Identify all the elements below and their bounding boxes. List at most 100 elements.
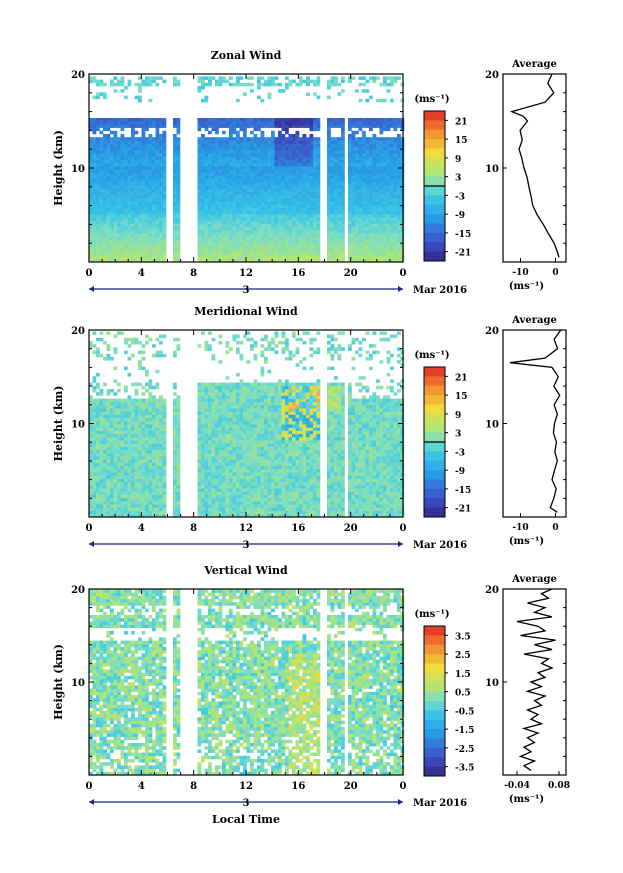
heatmap-cell [173,159,177,164]
heatmap-cell [99,153,104,157]
heatmap-cell [390,166,394,170]
heatmap-cell [292,156,296,160]
heatmap-cell [355,172,359,176]
heatmap-cell [390,242,394,247]
heatmap-cell [355,252,359,256]
heatmap-cell [372,150,377,154]
heatmap-cell [99,140,104,144]
heatmap-cell [218,201,223,205]
heatmap-cell [117,494,121,499]
heatmap-cell [257,169,261,173]
heatmap-cell [358,258,363,263]
heatmap-cell [393,246,398,250]
heatmap-cell [316,162,321,167]
heatmap-cell [222,188,226,192]
heatmap-cell [162,223,167,228]
heatmap-cell [239,127,244,132]
heatmap-cell [337,258,342,263]
heatmap-cell [117,433,121,438]
heatmap-cell [204,194,209,199]
heatmap-cell [159,417,163,422]
heatmap-cell [134,430,139,435]
heatmap-cell [127,453,132,457]
heatmap-cell [201,169,205,173]
heatmap-cell [334,137,338,141]
heatmap-cell [292,204,296,208]
heatmap-cell [117,488,121,492]
heatmap-cell [362,246,366,250]
heatmap-cell [173,501,177,505]
heatmap-cell [372,207,377,212]
heatmap-cell [246,239,251,244]
heatmap-cell [295,249,300,253]
heatmap-cell [120,465,125,470]
heatmap-cell [197,249,202,253]
heatmap-cell [138,398,142,403]
heatmap-cell [295,230,300,234]
heatmap-cell [313,207,317,212]
heatmap-cell [278,146,282,151]
heatmap-cell [211,255,216,260]
heatmap-cell [232,226,237,231]
heatmap-cell [288,156,293,160]
heatmap-cell [316,159,321,164]
heatmap-cell [96,150,100,154]
heatmap-cell [96,182,100,186]
heatmap-cell [152,246,156,250]
heatmap-cell [372,204,377,208]
heatmap-cell [117,389,121,393]
heatmap-cell [327,175,331,180]
heatmap-cell [211,217,216,221]
heatmap-cell [176,462,181,467]
heatmap-cell [365,166,370,170]
heatmap-cell [285,140,289,144]
heatmap-cell [138,223,142,228]
heatmap-cell [204,249,209,253]
heatmap-cell [124,204,128,208]
heatmap-cell [278,178,282,183]
heatmap-cell [138,360,142,364]
heatmap-cell [250,220,254,224]
heatmap-cell [208,497,212,502]
heatmap-cell [369,198,373,202]
heatmap-cell [106,494,111,499]
heatmap-cell [225,207,230,212]
heatmap-cell [232,169,237,173]
heatmap-cell [197,137,202,141]
heatmap-cell [152,191,156,196]
heatmap-cell [155,446,160,451]
heatmap-cell [250,118,254,122]
heatmap-cell [127,401,132,406]
heatmap-cell [348,76,352,80]
heatmap-cell [197,198,202,202]
heatmap-cell [103,140,107,144]
heatmap-cell [267,201,272,205]
heatmap-cell [208,185,212,189]
heatmap-cell [124,226,128,231]
heatmap-cell [299,198,303,202]
heatmap-cell [173,427,177,431]
heatmap-cell [208,217,212,221]
heatmap-cell [99,456,104,460]
heatmap-cell [103,236,107,240]
heatmap-cell [145,494,149,499]
heatmap-cell [383,82,387,87]
heatmap-cell [309,137,314,141]
heatmap-cell [285,255,289,260]
heatmap-cell [288,169,293,173]
heatmap-cell [148,82,153,87]
heatmap-cell [379,223,384,228]
heatmap-cell [236,194,240,199]
heatmap-cell [106,405,111,409]
heatmap-cell [204,401,209,406]
heatmap-cell [362,214,366,218]
heatmap-cell [316,207,321,212]
heatmap-cell [299,214,303,218]
heatmap-cell [159,226,163,231]
heatmap-cell [257,198,261,202]
heatmap-cell [351,169,356,173]
heatmap-cell [281,137,286,141]
heatmap-cell [124,411,128,415]
heatmap-cell [257,82,261,87]
heatmap-cell [103,449,107,454]
